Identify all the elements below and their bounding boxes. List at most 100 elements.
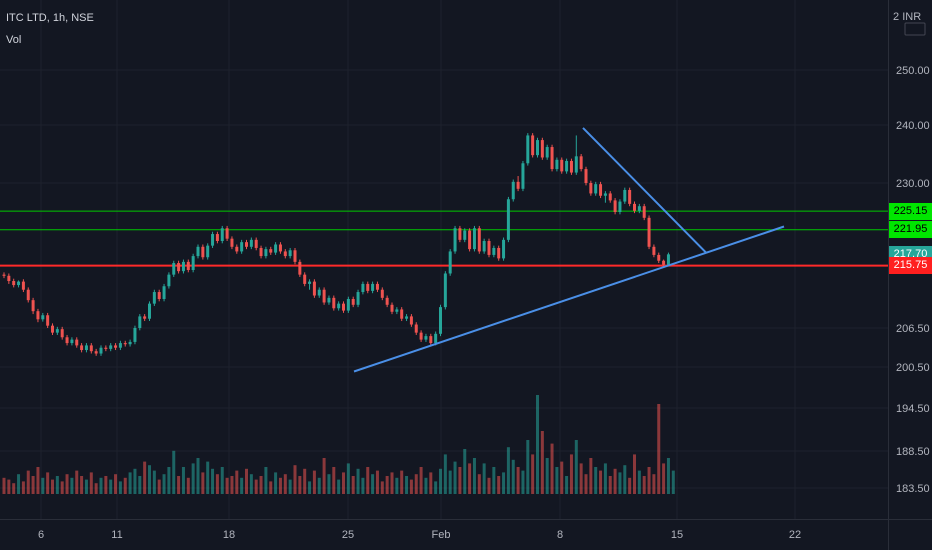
price-tick-label: 230.00 bbox=[896, 178, 930, 190]
volume-bar bbox=[492, 467, 496, 494]
horizontal-lines bbox=[0, 210, 888, 267]
candle-body bbox=[356, 292, 360, 305]
volume-bar bbox=[254, 479, 258, 494]
candle-body bbox=[235, 246, 239, 252]
volume-bar bbox=[249, 474, 253, 494]
trendlines bbox=[353, 127, 785, 373]
currency-label[interactable]: 2 INR bbox=[893, 11, 921, 23]
volume-bar bbox=[60, 481, 64, 494]
candle-body bbox=[94, 351, 98, 354]
candle-body bbox=[662, 260, 666, 265]
volume-bar bbox=[608, 476, 612, 494]
volume-bar bbox=[371, 474, 375, 494]
candle-body bbox=[400, 309, 404, 319]
candle-body bbox=[274, 244, 278, 253]
volume-bar bbox=[511, 459, 515, 494]
volume-bar bbox=[434, 481, 438, 494]
volume-bar bbox=[230, 476, 234, 494]
volume-bar bbox=[94, 483, 98, 494]
candle-body bbox=[322, 289, 326, 303]
price-tick-label: 188.50 bbox=[896, 446, 930, 458]
candle-body bbox=[487, 241, 491, 255]
candle-body bbox=[148, 303, 151, 319]
volume-bar bbox=[51, 479, 54, 494]
volume-bar bbox=[574, 440, 578, 494]
volume-bar bbox=[283, 474, 287, 494]
volume-bar bbox=[356, 468, 360, 494]
volume-bar bbox=[191, 463, 195, 494]
candle-body bbox=[395, 309, 399, 312]
candle-body bbox=[2, 274, 6, 276]
candle-body bbox=[17, 281, 21, 286]
price-tick-label: 240.00 bbox=[896, 120, 930, 132]
candle-body bbox=[298, 261, 302, 275]
volume-bar bbox=[215, 474, 219, 494]
candle-body bbox=[536, 140, 539, 156]
volume-bar bbox=[565, 476, 569, 494]
candle-body bbox=[540, 140, 544, 158]
candle-body bbox=[220, 228, 224, 241]
currency-code: INR bbox=[902, 11, 922, 23]
volume-bar bbox=[186, 477, 190, 494]
candle-body bbox=[642, 206, 646, 218]
candle-body bbox=[70, 339, 74, 344]
volume-bar bbox=[618, 472, 622, 494]
candle-body bbox=[657, 254, 661, 261]
candle-body bbox=[211, 234, 215, 246]
candle-body bbox=[346, 299, 350, 311]
candle-body bbox=[618, 201, 622, 212]
volume-bar bbox=[312, 470, 316, 494]
trendline bbox=[582, 127, 707, 254]
candle-body bbox=[308, 281, 312, 284]
volume-bar bbox=[545, 458, 549, 494]
volume-bar bbox=[400, 470, 404, 494]
candle-body bbox=[230, 238, 234, 247]
time-tick-label: Feb bbox=[432, 529, 451, 541]
volume-bar bbox=[657, 404, 661, 494]
candle-body bbox=[453, 228, 457, 252]
volume-bar bbox=[298, 476, 302, 494]
price-badge: 215.75 bbox=[889, 257, 932, 275]
time-tick-label: 8 bbox=[557, 529, 563, 541]
candle-body bbox=[41, 315, 45, 320]
volume-bar bbox=[342, 472, 345, 494]
volume-bar bbox=[152, 470, 156, 494]
candle-body bbox=[375, 283, 379, 290]
candle-body bbox=[637, 206, 641, 211]
candle-body bbox=[448, 251, 452, 274]
volume-bar bbox=[497, 476, 501, 494]
candle-body bbox=[434, 333, 438, 344]
volume-bar bbox=[46, 472, 50, 494]
candle-body bbox=[361, 283, 365, 293]
trendline bbox=[353, 225, 785, 373]
volume-bar bbox=[114, 474, 118, 494]
candle-body bbox=[371, 283, 375, 291]
volume-bar bbox=[89, 472, 93, 494]
candle-body bbox=[366, 283, 370, 291]
candle-body bbox=[206, 245, 210, 258]
candle-body bbox=[143, 316, 147, 319]
volume-bar bbox=[555, 467, 559, 494]
candle-body bbox=[312, 281, 316, 296]
candle-body bbox=[152, 292, 156, 304]
candle-body bbox=[21, 281, 25, 290]
candle-body bbox=[109, 345, 113, 349]
volume-bar bbox=[536, 395, 539, 494]
volume-bar bbox=[380, 481, 384, 494]
candle-body bbox=[283, 251, 287, 257]
volume-bar bbox=[424, 477, 428, 494]
candle-body bbox=[172, 263, 176, 275]
currency-button[interactable] bbox=[904, 22, 926, 36]
candle-body bbox=[327, 297, 331, 303]
volume-bar bbox=[278, 477, 282, 494]
volume-bar bbox=[211, 468, 215, 494]
volume-bar bbox=[245, 468, 248, 494]
volume-bar bbox=[240, 477, 244, 494]
candle-body bbox=[293, 250, 297, 262]
volume-bar bbox=[472, 458, 476, 494]
price-tick-label: 250.00 bbox=[896, 65, 930, 77]
candle-body bbox=[579, 156, 583, 170]
candle-body bbox=[574, 156, 578, 173]
candle-body bbox=[351, 299, 355, 305]
